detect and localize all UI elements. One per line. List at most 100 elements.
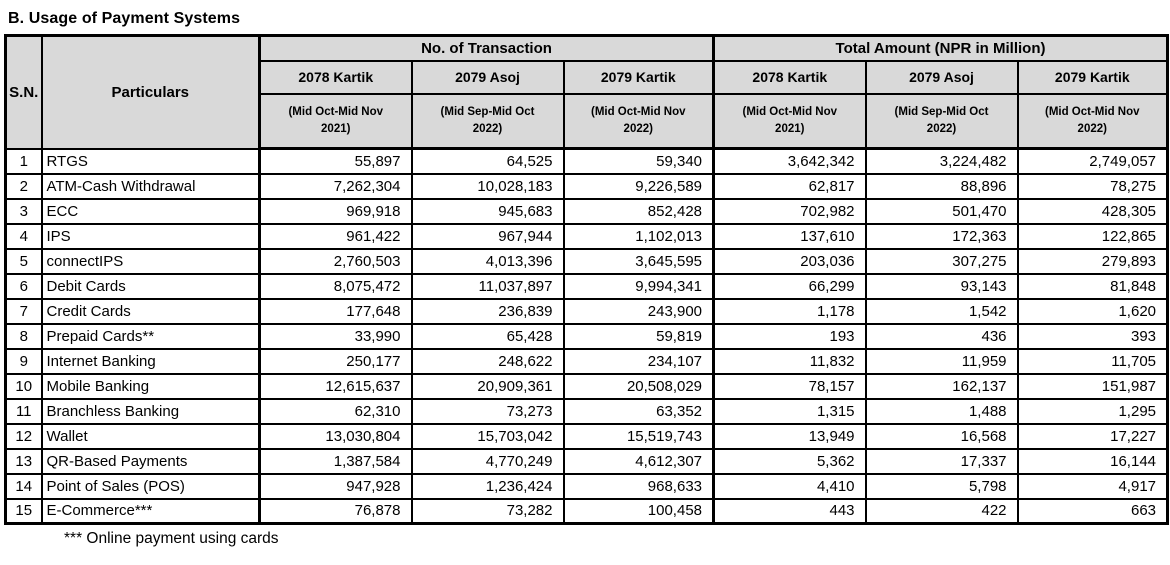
table-row: 11 Branchless Banking 62,310 73,273 63,352 1,…	[4, 397, 1169, 425]
row-value: 3,224,482	[864, 147, 1019, 175]
row-value: 15,519,743	[562, 422, 715, 450]
row-value: 3,642,342	[712, 147, 867, 175]
row-value: 10,028,183	[410, 172, 565, 200]
row-value: 501,470	[864, 197, 1019, 225]
row-value: 8,075,472	[258, 272, 413, 300]
row-sn: 11	[4, 397, 43, 425]
row-sn: 8	[4, 322, 43, 350]
row-value: 193	[712, 322, 867, 350]
row-value: 203,036	[712, 247, 867, 275]
row-sn: 9	[4, 347, 43, 375]
row-value: 65,428	[410, 322, 565, 350]
row-value: 59,340	[562, 147, 715, 175]
row-sn: 14	[4, 472, 43, 500]
header-period: 2079 Asoj	[410, 59, 565, 95]
row-value: 236,839	[410, 297, 565, 325]
row-value: 20,508,029	[562, 372, 715, 400]
row-value: 4,612,307	[562, 447, 715, 475]
row-particular: E-Commerce***	[40, 497, 261, 525]
row-sn: 15	[4, 497, 43, 525]
row-sn: 10	[4, 372, 43, 400]
row-value: 13,030,804	[258, 422, 413, 450]
row-value: 852,428	[562, 197, 715, 225]
row-value: 1,488	[864, 397, 1019, 425]
header-period: 2078 Kartik	[712, 59, 867, 95]
row-value: 66,299	[712, 272, 867, 300]
row-value: 62,817	[712, 172, 867, 200]
row-sn: 2	[4, 172, 43, 200]
row-value: 73,282	[410, 497, 565, 525]
table-row: 4 IPS 961,422 967,944 1,102,013 137,610 172,36…	[4, 222, 1169, 250]
row-value: 1,236,424	[410, 472, 565, 500]
row-sn: 6	[4, 272, 43, 300]
row-value: 393	[1016, 322, 1169, 350]
header-group-amount: Total Amount (NPR in Million)	[712, 34, 1169, 62]
header-period: 2079 Kartik	[1016, 59, 1169, 95]
row-value: 172,363	[864, 222, 1019, 250]
row-sn: 3	[4, 197, 43, 225]
row-value: 9,994,341	[562, 272, 715, 300]
row-value: 11,959	[864, 347, 1019, 375]
row-value: 20,909,361	[410, 372, 565, 400]
row-value: 422	[864, 497, 1019, 525]
row-sn: 13	[4, 447, 43, 475]
table-row: 2 ATM-Cash Withdrawal 7,262,304 10,028,183 9…	[4, 172, 1169, 200]
row-value: 436	[864, 322, 1019, 350]
row-value: 5,362	[712, 447, 867, 475]
table-row: 6 Debit Cards 8,075,472 11,037,897 9,994,341…	[4, 272, 1169, 300]
table-header: S.N. Particulars No. of Transaction Tota…	[4, 34, 1169, 150]
row-value: 59,819	[562, 322, 715, 350]
row-value: 2,760,503	[258, 247, 413, 275]
section-title: B. Usage of Payment Systems	[8, 10, 241, 27]
row-value: 17,337	[864, 447, 1019, 475]
row-particular: Point of Sales (POS)	[40, 472, 261, 500]
row-value: 13,949	[712, 422, 867, 450]
row-value: 1,295	[1016, 397, 1169, 425]
row-value: 1,102,013	[562, 222, 715, 250]
header-period: 2079 Kartik	[562, 59, 715, 95]
header-group-transactions: No. of Transaction	[257, 34, 715, 62]
header-sn: S.N.	[4, 34, 43, 150]
row-particular: Mobile Banking	[40, 372, 261, 400]
row-value: 64,525	[410, 147, 565, 175]
table-row: 1 RTGS 55,897 64,525 59,340 3,642,342 3,224,48…	[4, 147, 1169, 175]
row-value: 4,770,249	[410, 447, 565, 475]
row-particular: Credit Cards	[40, 297, 261, 325]
row-value: 81,848	[1016, 272, 1169, 300]
table-row: 3 ECC 969,918 945,683 852,428 702,982 501,470 4…	[4, 197, 1169, 225]
row-value: 11,832	[712, 347, 867, 375]
header-subperiod: (Mid Sep-Mid Oct 2022)	[864, 92, 1019, 150]
row-particular: Wallet	[40, 422, 261, 450]
header-group-row: S.N. Particulars No. of Transaction Tota…	[4, 34, 1169, 150]
row-value: 1,387,584	[258, 447, 413, 475]
row-value: 162,137	[864, 372, 1019, 400]
row-value: 78,157	[712, 372, 867, 400]
row-value: 33,990	[258, 322, 413, 350]
row-value: 12,615,637	[258, 372, 413, 400]
row-value: 243,900	[562, 297, 715, 325]
header-period-row: 2078 Kartik 2079 Asoj 2079 Kartik 2078 K…	[6, 59, 1169, 95]
table-row: 14 Point of Sales (POS) 947,928 1,236,424 96…	[4, 472, 1169, 500]
row-value: 78,275	[1016, 172, 1169, 200]
header-period: 2079 Asoj	[864, 59, 1019, 95]
footnote-ecommerce: *** Online payment using cards	[64, 530, 279, 547]
row-particular: connectIPS	[40, 247, 261, 275]
row-value: 11,037,897	[410, 272, 565, 300]
row-value: 1,315	[712, 397, 867, 425]
row-value: 428,305	[1016, 197, 1169, 225]
row-value: 968,633	[562, 472, 715, 500]
row-particular: ATM-Cash Withdrawal	[40, 172, 261, 200]
row-particular: Prepaid Cards**	[40, 322, 261, 350]
row-value: 55,897	[258, 147, 413, 175]
header-subperiod: (Mid Oct-Mid Nov 2022)	[562, 92, 715, 150]
row-value: 137,610	[712, 222, 867, 250]
row-value: 177,648	[258, 297, 413, 325]
row-value: 1,178	[712, 297, 867, 325]
header-subperiod: (Mid Oct-Mid Nov 2021)	[712, 92, 867, 150]
row-value: 62,310	[258, 397, 413, 425]
row-value: 16,144	[1016, 447, 1169, 475]
row-value: 15,703,042	[410, 422, 565, 450]
header-subperiod: (Mid Oct-Mid Nov 2022)	[1016, 92, 1169, 150]
row-sn: 12	[4, 422, 43, 450]
row-value: 7,262,304	[258, 172, 413, 200]
